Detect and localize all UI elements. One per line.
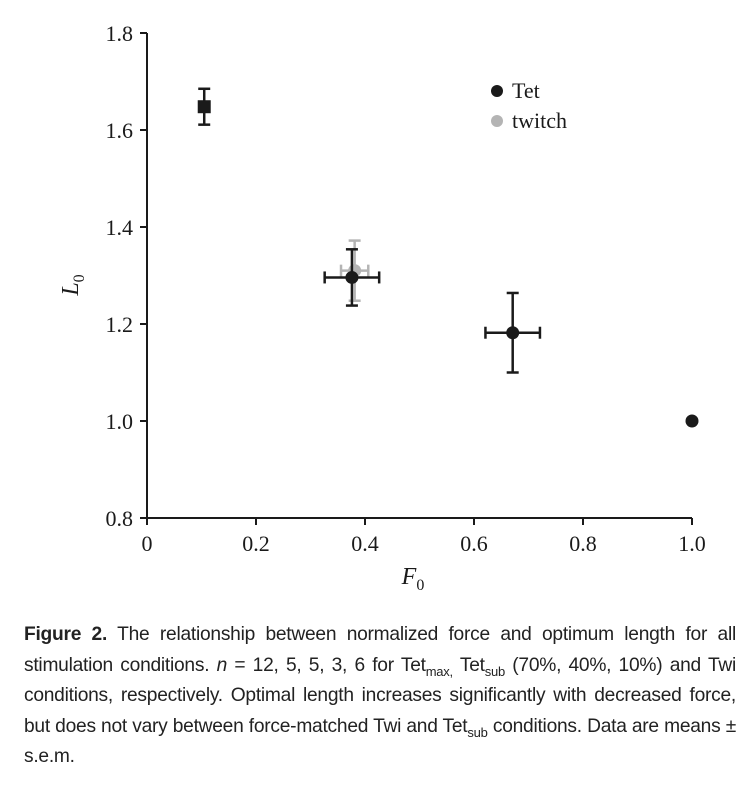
caption-n-variable: n: [216, 654, 228, 676]
x-tick-label: 0.4: [351, 531, 379, 556]
caption-text-2: = 12, 5, 5, 3, 6 for Tet: [227, 654, 426, 676]
caption-text-4: (70%, 40%, 10%) and Twi conditions, resp…: [24, 654, 736, 737]
x-tick-label: 0.2: [242, 531, 270, 556]
caption-text-1: The relationship between normalized forc…: [24, 624, 736, 676]
x-tick-label: 0.6: [460, 531, 488, 556]
axes: [146, 33, 692, 519]
legend: Tet twitch: [491, 78, 567, 133]
y-tick-label: 1.0: [106, 409, 134, 434]
y-tick-label: 1.4: [106, 215, 134, 240]
x-axis-title: F0: [401, 564, 425, 594]
legend-marker: [491, 115, 503, 127]
figure-caption: Figure 2. The relationship between norma…: [24, 620, 736, 773]
caption-subscript-max: max,: [425, 663, 453, 679]
caption-subscript-sub-2: sub: [467, 724, 488, 740]
data-point: [345, 270, 359, 284]
y-axis-title: L0: [58, 274, 88, 296]
ticks: 0 0.2 0.4 0.6 0.8 1.0 0.8 1.0 1.2 1.4 1.6 1.8: [106, 21, 706, 556]
x-tick-label: 0.8: [569, 531, 597, 556]
data-point: [685, 414, 699, 428]
chart: 0 0.2 0.4 0.6 0.8 1.0 0.8 1.0 1.2 1.4 1.6 1.8 Tet tw…: [58, 21, 706, 594]
y-tick-label: 0.8: [106, 506, 134, 531]
y-tick-label: 1.8: [106, 21, 134, 46]
legend-label: Tet: [512, 78, 540, 103]
legend-marker: [491, 85, 503, 97]
caption-subscript-sub-1: sub: [484, 663, 505, 679]
axis-titles: F0 L0: [58, 274, 424, 594]
x-tick-label: 0: [142, 531, 153, 556]
caption-label: Figure 2.: [24, 624, 108, 645]
y-tick-label: 1.6: [106, 118, 134, 143]
y-tick-label: 1.2: [106, 312, 134, 337]
caption-text-3: Tet: [452, 654, 485, 676]
x-tick-label: 1.0: [678, 531, 706, 556]
caption-text-5: conditions. Data are means ± s.e.m.: [24, 715, 736, 768]
data-points: [197, 87, 699, 428]
data-point: [506, 326, 520, 340]
legend-label: twitch: [512, 108, 567, 133]
data-point: [197, 100, 211, 114]
